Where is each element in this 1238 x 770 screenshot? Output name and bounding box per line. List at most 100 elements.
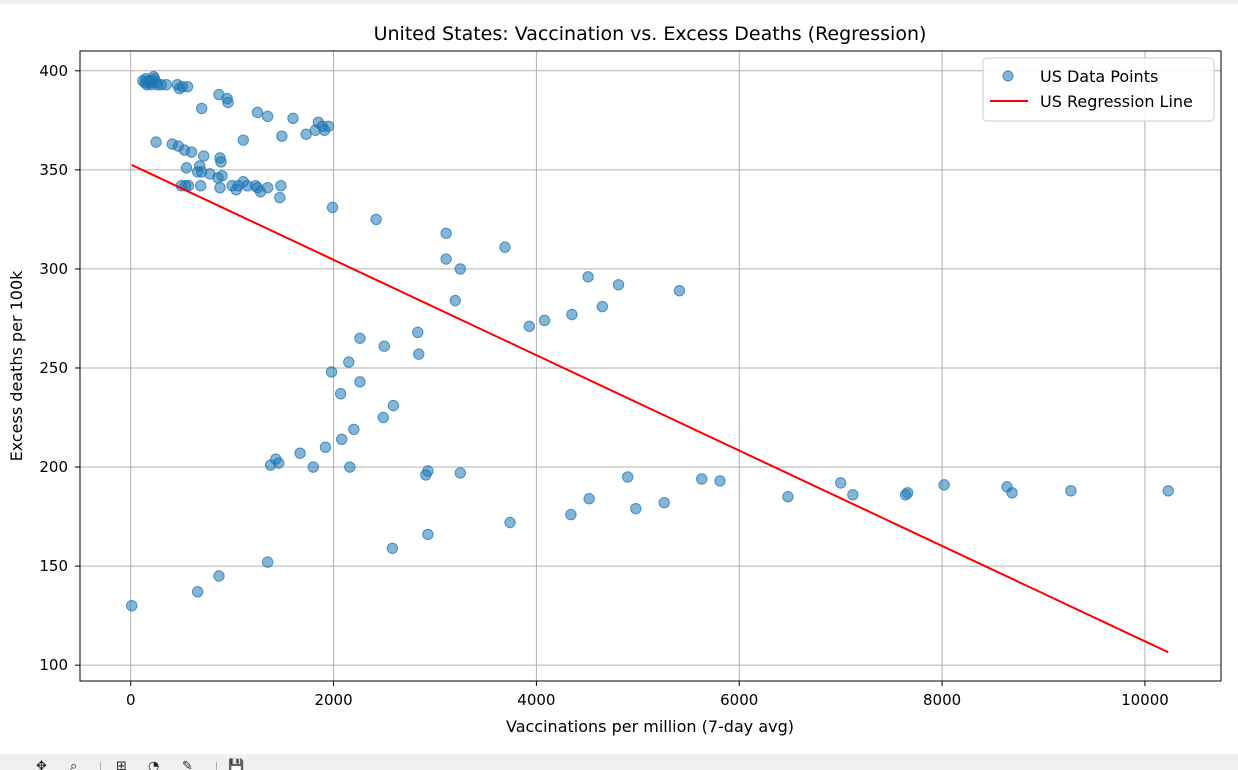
scatter-point <box>181 80 194 93</box>
toolbar-separator <box>216 762 217 770</box>
scatter-point <box>1006 487 1018 499</box>
scatter-point <box>387 399 400 412</box>
legend-label-line: US Regression Line <box>1040 92 1193 111</box>
scatter-point <box>126 600 138 612</box>
scatter-point <box>275 180 287 192</box>
figure-canvas: 0 2000 4000 6000 8000 10000 100 150 200 250 300 350… <box>0 4 1238 754</box>
save-icon[interactable]: 💾 <box>228 759 245 770</box>
zoom-icon[interactable]: ⌕ <box>70 759 78 770</box>
scatter-point <box>251 106 264 119</box>
scatter-point <box>538 314 551 327</box>
scatter-point <box>354 332 366 344</box>
plot-toolbar: ✥ ⌕ ⊞ ◔ ✎ 💾 <box>0 754 1238 770</box>
scatter-point <box>185 146 198 158</box>
axes-layer: 0 2000 4000 6000 8000 10000 100 150 200 250 300 350… <box>39 50 1222 709</box>
scatter-point <box>214 181 226 194</box>
x-tick-label: 6000 <box>720 691 758 709</box>
scatter-point <box>901 487 914 499</box>
scatter-point <box>348 423 360 436</box>
scatter-point <box>334 388 347 400</box>
x-tick-label: 2000 <box>314 691 352 709</box>
x-axis-label: Vaccinations per million (7-day avg) <box>506 717 794 736</box>
scatter-point <box>1065 485 1077 497</box>
scatter-point <box>454 263 467 275</box>
regression-line <box>131 164 1169 654</box>
toolbar-separator <box>100 762 101 770</box>
scatter-point <box>612 279 625 291</box>
scatter-point <box>261 556 274 568</box>
scatter-point <box>198 150 210 162</box>
scatter-point <box>276 130 288 142</box>
scatter-point <box>326 201 339 214</box>
scatter-point <box>370 213 382 226</box>
scatter-point <box>782 491 794 503</box>
scatter-point <box>261 110 274 123</box>
customize-icon[interactable]: ◔ <box>148 759 160 770</box>
scatter-point <box>566 308 578 321</box>
scatter-point <box>714 475 726 487</box>
scatter-point <box>160 78 172 91</box>
scatter-point <box>422 528 434 541</box>
scatter-point <box>449 294 461 307</box>
scatter-point <box>378 340 390 352</box>
scatter-point <box>344 461 356 473</box>
legend-frame <box>982 57 1215 122</box>
scatter-point <box>237 134 249 146</box>
scatter-point <box>377 411 389 424</box>
scatter-point <box>454 467 467 479</box>
y-tick-label: 150 <box>39 557 68 575</box>
scatter-point <box>523 320 536 333</box>
scatter-point <box>294 447 306 459</box>
subplots-icon[interactable]: ⊞ <box>116 759 127 770</box>
scatter-point <box>215 156 227 168</box>
scatter-point <box>287 112 299 125</box>
scatter-point <box>191 586 204 598</box>
y-tick-label: 300 <box>39 260 68 278</box>
scatter-point <box>673 285 686 297</box>
y-tick-label: 400 <box>39 62 68 80</box>
y-tick-label: 100 <box>39 656 68 674</box>
scatter-point <box>264 459 277 471</box>
grid-layer <box>80 51 1221 681</box>
scatter-point <box>1162 485 1174 497</box>
x-tick-label: 0 <box>126 691 136 709</box>
edit-icon[interactable]: ✎ <box>182 759 193 770</box>
scatter-point <box>194 180 207 192</box>
scatter-point <box>412 326 424 339</box>
y-tick-label: 200 <box>39 458 68 476</box>
scatter-point <box>213 570 225 582</box>
scatter-points-layer <box>126 71 1174 612</box>
scatter-point <box>325 366 338 378</box>
x-tick-label: 4000 <box>517 691 555 709</box>
scatter-point <box>583 493 595 505</box>
chart-svg: 0 2000 4000 6000 8000 10000 100 150 200 250 300 350… <box>7 23 1222 736</box>
y-axis-label: Excess deaths per 100k <box>7 270 26 462</box>
scatter-point <box>386 542 399 554</box>
scatter-point <box>565 508 577 521</box>
x-tick-label: 8000 <box>923 691 961 709</box>
scatter-point <box>658 496 670 509</box>
scatter-point <box>150 136 162 148</box>
scatter-point <box>440 227 452 239</box>
legend-label-scatter: US Data Points <box>1040 67 1158 86</box>
x-tick-label: 10000 <box>1121 691 1169 709</box>
regression-line-layer <box>131 164 1169 654</box>
y-tick-label: 250 <box>39 359 68 377</box>
scatter-point <box>696 473 708 485</box>
scatter-point <box>504 516 516 529</box>
scatter-point <box>499 241 511 253</box>
scatter-point <box>354 376 366 388</box>
legend-marker-scatter <box>1002 70 1014 82</box>
scatter-point <box>261 181 274 194</box>
scatter-point <box>630 502 642 515</box>
scatter-point <box>621 471 634 483</box>
scatter-point <box>440 253 452 265</box>
scatter-point <box>834 477 847 489</box>
pan-icon[interactable]: ✥ <box>36 759 47 770</box>
scatter-point <box>191 166 204 178</box>
scatter-point <box>596 300 609 313</box>
scatter-point <box>216 170 228 182</box>
scatter-point <box>413 348 425 360</box>
scatter-point <box>582 271 594 283</box>
scatter-point <box>222 96 234 109</box>
